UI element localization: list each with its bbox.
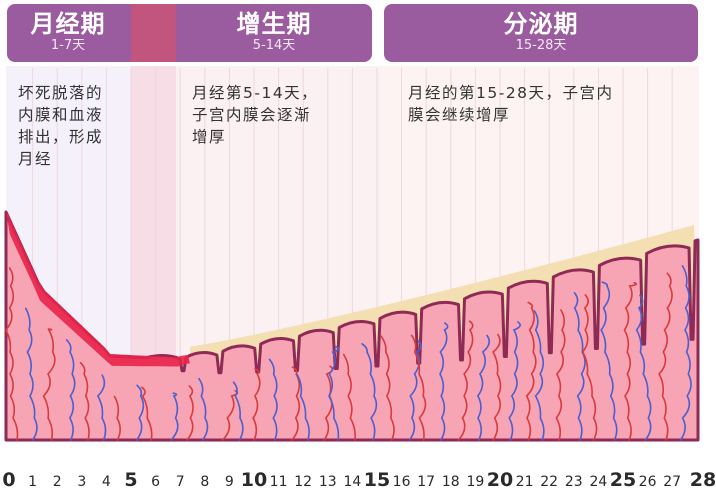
blood-vessel xyxy=(328,346,340,441)
day-tick-label: 12 xyxy=(294,474,313,490)
day-tick-label: 6 xyxy=(151,474,161,490)
phase-range-secretory: 15-28天 xyxy=(515,38,567,53)
blood-vessel xyxy=(291,366,301,441)
day-tick-label: 11 xyxy=(269,474,288,490)
day-tick-label: 4 xyxy=(101,474,111,490)
day-tick-label: 18 xyxy=(441,474,460,490)
description-line: 内膜和血液 xyxy=(18,106,104,124)
description-line: 月经 xyxy=(18,150,53,168)
blood-vessel xyxy=(555,309,566,441)
blood-vessel xyxy=(658,272,673,441)
blood-vessel xyxy=(533,310,545,441)
description-line: 月经的第15-28天，子宫内 xyxy=(408,84,614,102)
day-tick-label: 2 xyxy=(52,474,62,490)
blood-vessel xyxy=(600,281,618,441)
day-tick-label: 24 xyxy=(589,474,608,490)
day-tick-label: 28 xyxy=(689,469,716,491)
day-tick-label: 17 xyxy=(417,474,436,490)
blood-vessel xyxy=(113,395,121,441)
description-line: 子宫内膜会逐渐 xyxy=(192,106,312,124)
blood-vessel xyxy=(198,377,209,441)
day-tick-label: 13 xyxy=(318,474,337,490)
day-tick-label: 10 xyxy=(240,469,268,491)
blood-vessel xyxy=(380,335,395,441)
phase-range-menstrual: 1-7天 xyxy=(50,38,86,53)
day-tick-label: 27 xyxy=(663,474,682,490)
phase-title-menstrual: 月经期 xyxy=(30,10,106,38)
day-tick-label: 7 xyxy=(175,474,185,490)
blood-vessel xyxy=(65,339,76,441)
phase-header-proliferative: 增生期 5-14天 xyxy=(176,4,372,62)
description-menstrual: 坏死脱落的 内膜和血液 排出，形成 月经 xyxy=(18,82,103,170)
blood-vessel xyxy=(476,334,491,441)
day-tick-label: 22 xyxy=(540,474,559,490)
blood-vessel xyxy=(439,322,449,441)
day-tick-label: 8 xyxy=(200,474,210,490)
blood-vessel xyxy=(186,385,194,441)
blood-vessel xyxy=(457,320,474,441)
description-secretory: 月经的第15-28天，子宫内 膜会继续增厚 xyxy=(408,82,614,126)
day-tick-label: 25 xyxy=(609,469,637,491)
blood-vessel xyxy=(232,381,244,441)
blood-vessel xyxy=(79,361,90,441)
blood-vessel xyxy=(24,307,38,441)
day-tick-label: 21 xyxy=(515,474,534,490)
day-tick-label: 23 xyxy=(564,474,583,490)
blood-vessel xyxy=(4,267,19,441)
blood-vessel xyxy=(581,294,598,441)
blood-vessel xyxy=(252,368,261,441)
day-tick-label: 20 xyxy=(486,469,514,491)
phase-range-proliferative: 5-14天 xyxy=(252,38,296,53)
day-tick-label: 1 xyxy=(28,474,38,490)
menstrual-blood-layer xyxy=(6,212,190,367)
blood-vessel xyxy=(408,340,422,441)
description-line: 增厚 xyxy=(192,128,227,146)
phase-title-secretory: 分泌期 xyxy=(503,10,579,38)
blood-vessel xyxy=(170,392,179,441)
description-line: 月经第5-14天， xyxy=(192,84,319,102)
blood-vessel xyxy=(635,294,652,441)
blood-vessel xyxy=(268,358,278,441)
blood-vessel xyxy=(42,328,56,441)
description-line: 膜会继续增厚 xyxy=(408,106,511,124)
blood-vessel xyxy=(342,353,356,441)
day-tick-label: 9 xyxy=(224,474,234,490)
day-tick-label: 15 xyxy=(363,469,391,491)
description-line: 排出，形成 xyxy=(18,128,104,146)
phase-header-secretory: 分泌期 15-28天 xyxy=(384,4,698,62)
blood-vessel xyxy=(361,343,378,441)
description-proliferative: 月经第5-14天， 子宫内膜会逐渐 增厚 xyxy=(192,82,318,148)
phase-header-overlap xyxy=(131,4,176,62)
blood-vessel xyxy=(141,386,153,441)
blood-vessel xyxy=(410,334,427,441)
blood-vessel xyxy=(573,292,586,441)
blood-vessel xyxy=(296,374,310,441)
description-line: 坏死脱落的 xyxy=(18,84,104,102)
blood-vessel xyxy=(679,265,692,441)
blood-vessel xyxy=(508,321,521,441)
blood-vessel xyxy=(623,282,638,441)
day-tick-label: 16 xyxy=(392,474,411,490)
day-tick-label: 19 xyxy=(466,474,485,490)
day-tick-label: 0 xyxy=(2,469,16,491)
blood-vessel xyxy=(525,301,537,441)
day-tick-label: 26 xyxy=(638,474,657,490)
day-tick-label: 5 xyxy=(124,469,138,491)
phase-title-proliferative: 增生期 xyxy=(236,10,312,38)
day-tick-label: 3 xyxy=(77,474,87,490)
blood-vessel xyxy=(135,384,145,441)
blood-vessel xyxy=(492,333,502,441)
blood-vessel xyxy=(96,374,107,441)
day-tick-label: 14 xyxy=(343,474,362,490)
